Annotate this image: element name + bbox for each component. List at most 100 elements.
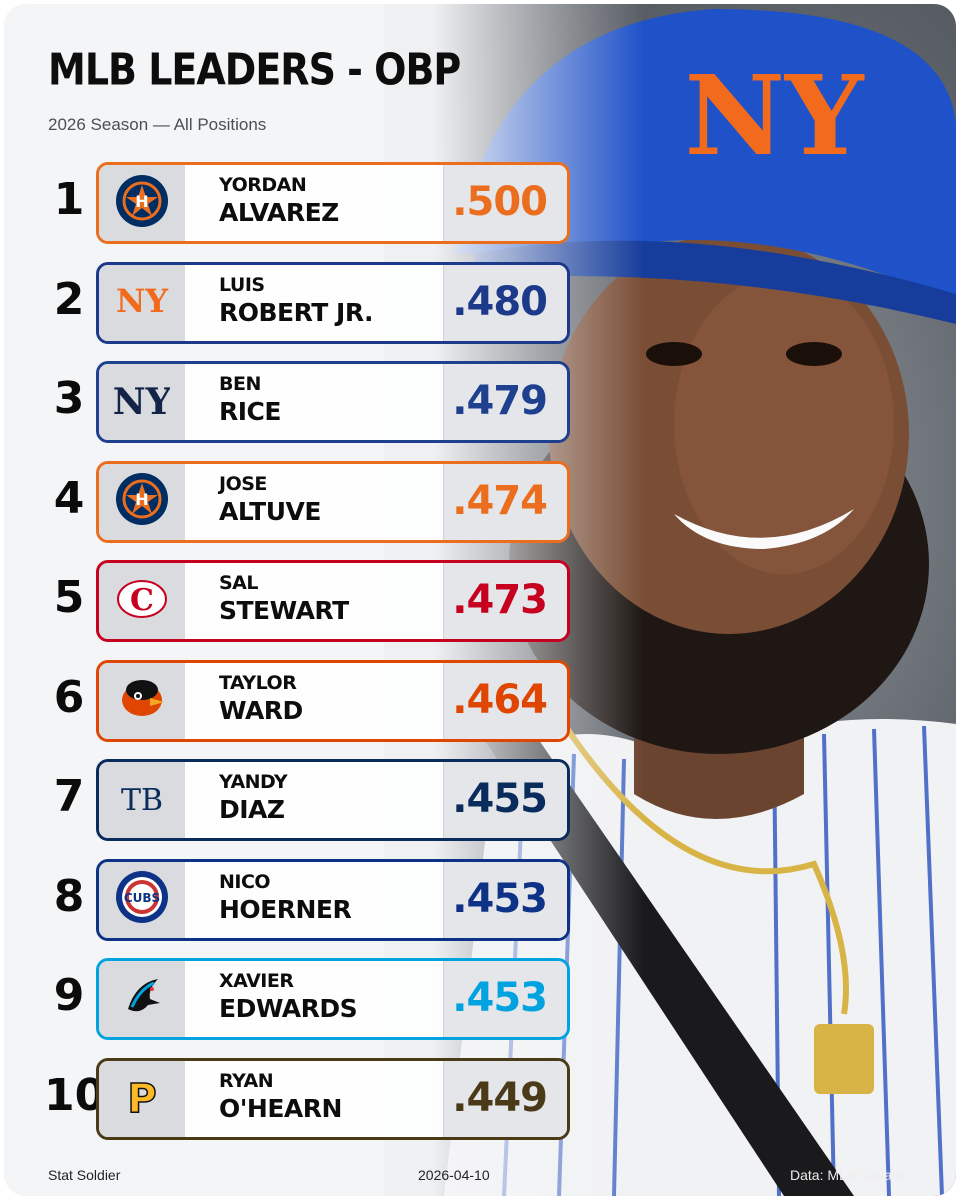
- obp-value: .453: [452, 875, 548, 922]
- player-card: NY LUIS ROBERT JR. .480: [96, 261, 570, 344]
- player-last-name: DIAZ: [219, 795, 285, 824]
- leader-row: 2 NY LUIS ROBERT JR. .480: [44, 258, 574, 344]
- player-card: TB YANDY DIAZ .455: [96, 759, 570, 841]
- leader-row: 1 H YORDAN ALVAREZ .500: [44, 158, 574, 244]
- stat-box: .455: [443, 762, 567, 838]
- leader-row: 4 H JOSE ALTUVE .474: [44, 457, 574, 543]
- team-logo: TB: [99, 762, 185, 838]
- player-last-name: WARD: [219, 695, 303, 725]
- rank-number: 8: [53, 870, 85, 922]
- player-last-name: ROBERT JR.: [219, 297, 374, 327]
- player-name: YANDY DIAZ: [219, 770, 439, 826]
- player-first-name: RYAN: [219, 1069, 274, 1092]
- pirates-logo-icon: P: [114, 1068, 170, 1129]
- player-card: XAVIER EDWARDS .453: [96, 958, 570, 1040]
- svg-text:TB: TB: [121, 783, 163, 818]
- rank-number: 1: [53, 174, 85, 225]
- leader-row: 7 TB YANDY DIAZ .455: [44, 755, 574, 841]
- cubs-logo-icon: CUBS: [114, 869, 170, 930]
- rank-number: 9: [53, 970, 85, 1021]
- player-last-name: HOERNER: [219, 894, 352, 924]
- player-card: C SAL STEWART .473: [96, 560, 570, 642]
- player-name: NICO HOERNER: [219, 870, 439, 926]
- rays-logo-icon: TB: [114, 770, 170, 831]
- rank-number: 2: [53, 273, 85, 325]
- obp-value: .453: [452, 975, 548, 1021]
- stat-box: .480: [443, 264, 567, 341]
- team-logo: [99, 662, 185, 739]
- player-name: BEN RICE: [219, 372, 439, 428]
- obp-value: .474: [452, 477, 548, 524]
- marlins-logo-icon: [114, 969, 170, 1030]
- svg-text:P: P: [127, 1076, 156, 1122]
- team-logo: NY: [99, 364, 185, 440]
- player-card: H JOSE ALTUVE .474: [96, 460, 570, 543]
- player-card: P RYAN O'HEARN .449: [96, 1057, 570, 1140]
- stat-box: .453: [443, 961, 567, 1037]
- stat-box: .500: [443, 165, 567, 241]
- obp-value: .500: [452, 179, 548, 225]
- reds-logo-icon: C: [114, 571, 170, 632]
- player-last-name: ALVAREZ: [219, 198, 339, 227]
- player-first-name: YORDAN: [219, 174, 307, 196]
- leader-row: 9 XAVIER EDWARDS .453: [44, 954, 574, 1040]
- rank-number: 10: [44, 1069, 106, 1121]
- player-name: XAVIER EDWARDS: [219, 969, 439, 1025]
- svg-text:CUBS: CUBS: [124, 891, 160, 905]
- player-last-name: RICE: [219, 397, 281, 426]
- player-first-name: BEN: [219, 373, 261, 395]
- page-subtitle: 2026 Season — All Positions: [48, 115, 267, 134]
- stat-box: .453: [443, 861, 567, 938]
- player-last-name: ALTUVE: [219, 496, 321, 526]
- page-title: MLB LEADERS - OBP: [48, 44, 461, 95]
- leader-row: 10 P RYAN O'HEARN .449: [44, 1054, 574, 1140]
- mets-logo-icon: NY: [114, 272, 170, 333]
- footer-date: 2026-04-10: [418, 1167, 490, 1183]
- rank-number: 3: [53, 373, 85, 424]
- rank-number: 6: [53, 671, 85, 723]
- player-name: LUIS ROBERT JR.: [219, 273, 439, 329]
- leader-row: 6 TAYLOR WARD .464: [44, 656, 574, 742]
- footer-source: Data: MLB/Savant: [790, 1167, 904, 1183]
- svg-text:NY: NY: [114, 381, 170, 423]
- team-logo: [99, 961, 185, 1037]
- leaderboard-card: NY MLB LEADERS - OBP 2026 Season — All P…: [4, 4, 956, 1196]
- team-logo: CUBS: [99, 861, 185, 938]
- astros-logo-icon: H: [114, 471, 170, 532]
- team-logo: C: [99, 563, 185, 639]
- player-first-name: JOSE: [219, 472, 267, 495]
- team-logo: H: [99, 165, 185, 241]
- player-first-name: SAL: [219, 572, 259, 594]
- obp-value: .479: [452, 378, 548, 424]
- stat-box: .449: [443, 1060, 567, 1137]
- stat-box: .464: [443, 662, 567, 739]
- rank-number: 7: [53, 771, 85, 822]
- svg-text:H: H: [135, 490, 148, 509]
- obp-value: .455: [452, 776, 548, 822]
- svg-text:NY: NY: [116, 282, 169, 320]
- player-first-name: XAVIER: [219, 970, 294, 992]
- svg-text:C: C: [130, 583, 154, 618]
- footer-brand: Stat Soldier: [48, 1167, 121, 1183]
- team-logo: NY: [99, 264, 185, 341]
- astros-logo-icon: H: [114, 173, 170, 234]
- obp-value: .449: [452, 1074, 548, 1121]
- stat-box: .473: [443, 563, 567, 639]
- obp-value: .464: [452, 676, 548, 723]
- player-first-name: NICO: [219, 870, 271, 893]
- player-name: YORDAN ALVAREZ: [219, 173, 439, 229]
- rank-number: 5: [53, 572, 85, 623]
- player-name: RYAN O'HEARN: [219, 1069, 439, 1125]
- player-last-name: O'HEARN: [219, 1093, 342, 1123]
- team-logo: P: [99, 1060, 185, 1137]
- player-name: JOSE ALTUVE: [219, 472, 439, 528]
- player-name: SAL STEWART: [219, 571, 439, 627]
- leader-row: 5 C SAL STEWART .473: [44, 556, 574, 642]
- svg-text:H: H: [135, 192, 148, 211]
- leader-row: 3 NY BEN RICE .479: [44, 357, 574, 443]
- leader-row: 8 CUBS NICO HOERNER .453: [44, 855, 574, 941]
- obp-value: .480: [452, 278, 548, 325]
- player-last-name: STEWART: [219, 596, 349, 625]
- player-first-name: YANDY: [219, 771, 288, 793]
- player-card: CUBS NICO HOERNER .453: [96, 858, 570, 941]
